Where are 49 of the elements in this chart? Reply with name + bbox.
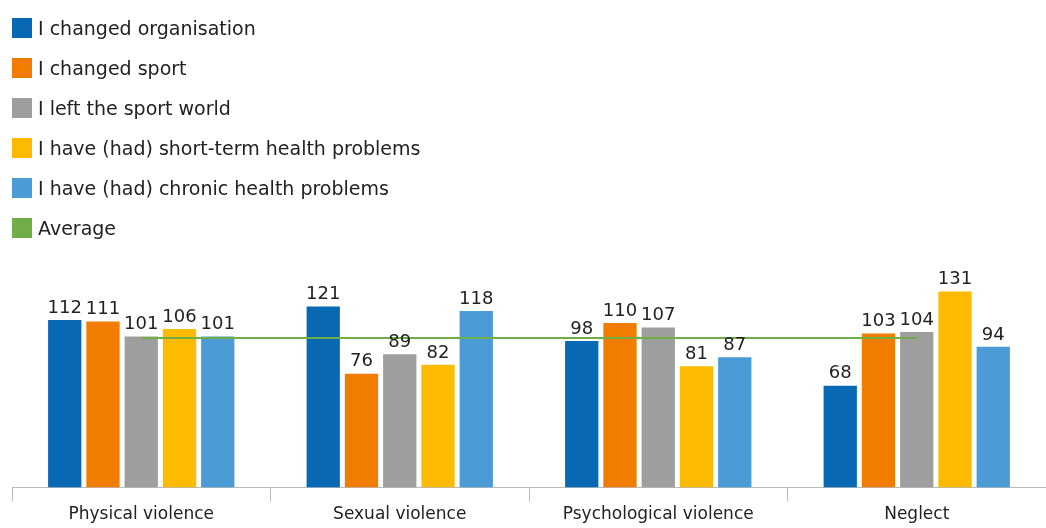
bar — [679, 366, 714, 488]
legend-label: I left the sport world — [38, 97, 231, 119]
data-label: 112 — [47, 295, 82, 317]
bar — [162, 328, 197, 488]
bar — [421, 364, 455, 488]
bar — [861, 333, 896, 488]
legend-label: Average — [38, 217, 117, 239]
legend-label: I have (had) short-term health problems — [38, 137, 421, 159]
data-label: 110 — [602, 298, 638, 320]
data-label: 106 — [162, 304, 197, 326]
bar — [459, 310, 493, 488]
x-tick-label: Sexual violence — [333, 503, 467, 524]
bar — [344, 373, 379, 488]
data-label: 82 — [426, 340, 450, 362]
data-label: 76 — [350, 349, 373, 371]
bar — [976, 346, 1010, 488]
bar — [823, 385, 857, 488]
data-label: 101 — [124, 312, 159, 334]
bar — [383, 354, 417, 488]
bar — [938, 291, 972, 488]
data-label: 118 — [459, 286, 494, 308]
bar — [48, 319, 82, 488]
data-label: 81 — [685, 342, 708, 363]
data-label: 101 — [200, 312, 235, 334]
bar — [603, 322, 637, 488]
bar — [900, 331, 934, 488]
x-tick-label: Neglect — [884, 503, 950, 524]
data-label: 131 — [937, 267, 973, 289]
legend-label: I changed sport — [38, 57, 187, 79]
data-label: 68 — [828, 361, 852, 383]
data-label: 98 — [570, 316, 594, 338]
x-tick-label: Physical violence — [68, 503, 215, 524]
bar — [565, 340, 599, 488]
bar — [201, 336, 235, 488]
data-label: 121 — [306, 282, 341, 304]
bar — [86, 321, 120, 488]
data-label: 111 — [85, 297, 121, 319]
bar — [124, 336, 158, 488]
data-label: 107 — [641, 303, 676, 325]
bar — [306, 306, 340, 488]
data-label: 94 — [981, 322, 1005, 344]
bar — [641, 327, 675, 488]
legend-label: I changed organisation — [38, 17, 256, 39]
data-label: 104 — [899, 307, 934, 329]
legend-label: I have (had) chronic health problems — [38, 177, 389, 199]
data-label: 103 — [861, 309, 896, 331]
x-tick-label: Psychological violence — [562, 503, 754, 524]
bar — [718, 357, 752, 488]
data-label: 87 — [723, 333, 747, 355]
